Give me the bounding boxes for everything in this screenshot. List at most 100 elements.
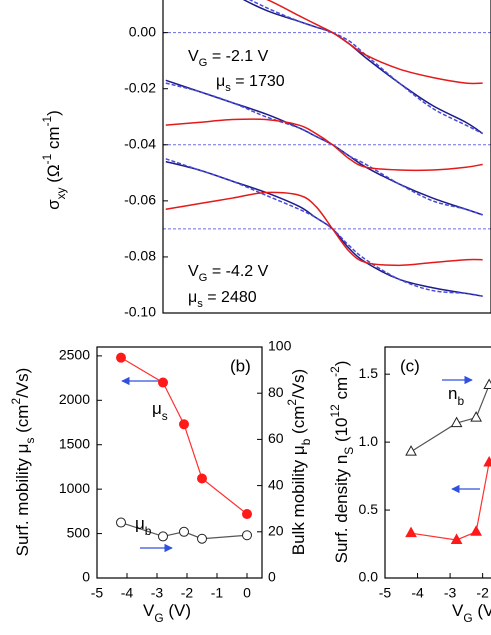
- y-axis-label-part: -1: [40, 115, 54, 126]
- y-axis-label-part: s: [23, 438, 37, 444]
- x-tick-label: -5: [91, 585, 104, 601]
- annotation-part: μ: [188, 289, 197, 306]
- x-tick-label: -5: [379, 585, 392, 601]
- series-label: μb: [135, 514, 152, 538]
- y-axis-label-part: 12: [328, 404, 342, 418]
- y2-tick-label: 40: [268, 476, 284, 492]
- data-point: [179, 419, 189, 430]
- y2-tick-label: 100: [268, 338, 292, 354]
- annotation-part: μ: [216, 73, 225, 90]
- data-point: [450, 416, 463, 428]
- data-point: [158, 377, 168, 388]
- x-tick-label: -4: [121, 585, 134, 601]
- y2-axis-label-part: Bulk mobility μ: [289, 445, 308, 555]
- annotation: μs = 1730: [216, 73, 285, 94]
- series-line: [165, 79, 483, 216]
- series-line: [242, 0, 484, 135]
- y-axis-label-part: Surf. density n: [332, 455, 351, 564]
- annotation-part: = 1730: [231, 73, 285, 90]
- y-axis-label: σxy (Ω-1 cm-1): [40, 110, 68, 210]
- y2-axis-label-part: (cm: [289, 406, 308, 439]
- annotation-part: = -2.1 V: [207, 48, 268, 65]
- data-point: [197, 473, 207, 484]
- y-axis-label-part: cm: [44, 126, 63, 153]
- y-axis-label-part: -1: [40, 153, 54, 164]
- panel-label: (b): [230, 356, 251, 375]
- plot-area: [163, 0, 491, 297]
- data-point: [116, 352, 126, 363]
- series-label-part: μ: [135, 514, 145, 533]
- y-tick-label: 500: [67, 524, 91, 540]
- y-tick-label: -0.08: [124, 248, 156, 264]
- y-axis-label: Surf. density nS (1012 cm-2): [328, 361, 356, 564]
- annotation: VG = -2.1 V: [188, 48, 269, 69]
- x-tick-label: -3: [444, 585, 457, 601]
- data-point: [470, 525, 482, 536]
- annotation-part: = 2480: [203, 289, 257, 306]
- x-tick-label: -4: [411, 585, 424, 601]
- y2-axis-label-part: /Vs): [289, 369, 308, 399]
- y-tick-label: 2000: [59, 391, 90, 407]
- y-tick-label: 1.0: [359, 433, 379, 449]
- data-point: [158, 531, 168, 542]
- annotation: μs = 2480: [188, 289, 257, 310]
- annotation-part: G: [199, 272, 208, 284]
- series-label: nb: [448, 384, 464, 408]
- series-label: μs: [152, 399, 168, 423]
- series-line: [165, 118, 483, 172]
- annotation-part: s: [197, 298, 203, 310]
- y-tick-label: -0.10: [124, 304, 156, 320]
- y-axis-label: Surf. mobility μs (cm2/Vs): [9, 368, 37, 557]
- arrows: [121, 375, 480, 553]
- data-point: [405, 445, 417, 456]
- y-axis-label-part: cm: [332, 377, 351, 404]
- y-tick-label: 1000: [59, 480, 90, 496]
- annotation: VG = -4.2 V: [188, 263, 269, 284]
- data-point: [242, 530, 252, 541]
- y-axis-label-part: S: [342, 447, 356, 455]
- y-axis-label-part: /Vs): [13, 368, 32, 398]
- y-tick-label: 0.5: [359, 501, 379, 517]
- data-point: [179, 526, 189, 537]
- y-tick-label: 1.5: [359, 365, 379, 381]
- y-axis-label-part: σ: [44, 199, 63, 210]
- data-point: [116, 517, 126, 528]
- panel-label: (c): [400, 356, 420, 375]
- data-point: [483, 455, 491, 467]
- y-tick-label: 0: [82, 569, 90, 585]
- x-axis-label-part: G: [154, 611, 163, 625]
- y-axis-label-part: (cm: [13, 405, 32, 438]
- y-tick-label: 1500: [59, 435, 90, 451]
- x-axis-label-part: G: [463, 611, 472, 625]
- y2-axis-label-part: b: [299, 438, 313, 445]
- y-axis-label-part: ): [44, 110, 63, 116]
- y-tick-label: 2500: [59, 347, 90, 363]
- series-line: [165, 191, 483, 267]
- series-label-part: n: [448, 384, 457, 403]
- y-axis-label-part: (Ω: [44, 164, 63, 187]
- x-tick-label: -2: [181, 585, 194, 601]
- x-axis-label: VG (V): [143, 601, 191, 625]
- x-tick-label: -1: [211, 585, 224, 601]
- data-point: [470, 411, 482, 422]
- data-point: [242, 509, 252, 520]
- plot-area: [116, 352, 252, 544]
- series-label-part: b: [145, 524, 152, 538]
- y2-tick-label: 20: [268, 523, 284, 539]
- data-point: [405, 526, 417, 538]
- y2-tick-label: 60: [268, 430, 284, 446]
- y2-axis-label-part: 2: [285, 399, 299, 406]
- y-tick-label: 0.0: [359, 569, 379, 585]
- series-line: [165, 82, 483, 216]
- y2-tick-label: 0: [268, 569, 276, 585]
- y-axis-label-part: ): [332, 361, 351, 367]
- plot-area: [405, 378, 491, 544]
- y-axis-label-part: 2: [9, 398, 23, 405]
- x-axis-label: VG (V): [452, 601, 491, 625]
- y-tick-label: -0.02: [124, 79, 156, 95]
- series-line: [410, 384, 490, 453]
